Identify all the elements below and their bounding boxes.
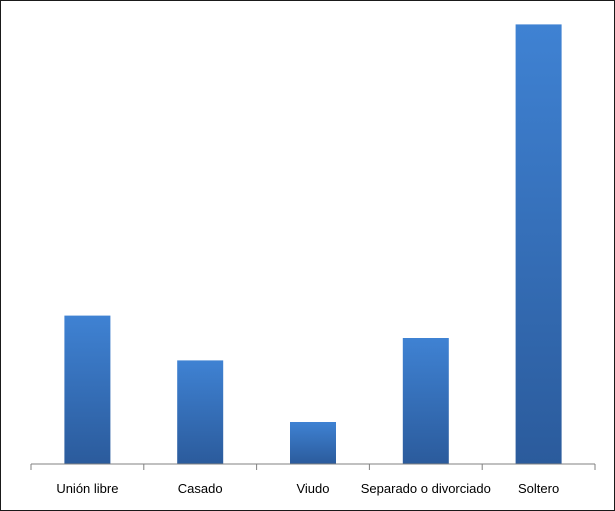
x-tick-label-4: Soltero (518, 481, 559, 496)
x-axis (30, 463, 596, 470)
bar-2 (290, 422, 336, 464)
x-tick-label-0: Unión libre (56, 481, 118, 496)
bar-0 (64, 315, 111, 464)
bar-3 (402, 338, 449, 464)
bars-group (64, 24, 562, 465)
bar-1 (177, 360, 224, 464)
x-tick-label-2: Viudo (296, 481, 329, 496)
x-tick-label-1: Casado (178, 481, 223, 496)
x-tick-label-3: Separado o divorciado (361, 481, 491, 496)
x-tick-labels: Unión libre Casado Viudo Separado o divorci… (56, 481, 559, 496)
bar-4 (515, 24, 562, 465)
